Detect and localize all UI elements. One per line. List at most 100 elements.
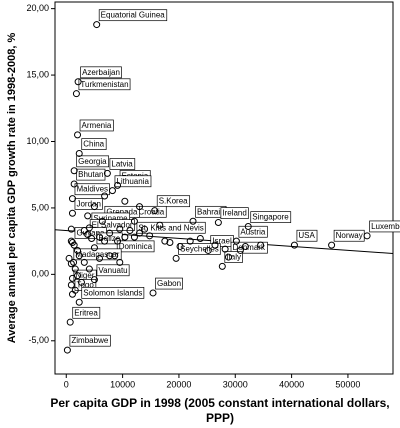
point-label: Madagascar — [75, 250, 119, 259]
point — [88, 234, 96, 242]
point — [108, 187, 116, 195]
point — [146, 232, 154, 240]
point-label-box — [80, 66, 122, 79]
point — [70, 241, 78, 249]
point — [166, 238, 174, 246]
point-label: Seychelles — [180, 245, 219, 254]
point-label-box — [116, 240, 155, 253]
point — [75, 298, 83, 306]
point-label: Eritrea — [74, 308, 98, 317]
point-label-box — [74, 198, 103, 210]
labels: Equatorial Guinea Azerbaijan Turkmenistan A… — [69, 9, 400, 347]
point — [90, 276, 98, 284]
point — [98, 217, 106, 225]
point — [68, 274, 76, 282]
point-label: El Salvador — [92, 221, 133, 230]
point — [77, 278, 85, 286]
point-label: Lithuania — [116, 177, 149, 186]
point — [225, 253, 233, 261]
point-label-box — [81, 138, 107, 150]
point-label: Georgia — [78, 157, 107, 166]
point — [90, 203, 98, 211]
point-label-box — [81, 287, 145, 299]
point-label: Jordan — [76, 199, 100, 208]
point-label: Equatorial Guinea — [101, 11, 166, 20]
point-label-box — [369, 220, 400, 233]
point — [290, 241, 298, 249]
point — [257, 241, 265, 249]
x-tick-label: 20000 — [166, 379, 191, 389]
point-label: Norway — [336, 231, 363, 240]
point — [66, 318, 74, 326]
point-label: Turkmenistan — [80, 80, 128, 89]
point — [68, 209, 76, 217]
point-label: Armenia — [82, 121, 112, 130]
point-label-box — [230, 241, 268, 254]
point — [71, 286, 79, 294]
point — [70, 167, 78, 175]
point — [114, 237, 122, 245]
point — [130, 217, 138, 225]
point — [161, 237, 169, 245]
point — [176, 242, 184, 250]
point — [101, 192, 109, 200]
point — [101, 237, 109, 245]
point — [204, 246, 212, 254]
x-tick-label: 0 — [64, 379, 69, 389]
point-label-box — [296, 229, 318, 242]
point — [121, 233, 129, 241]
point-label: China — [83, 140, 104, 149]
point-label: Italy — [226, 252, 241, 261]
point — [172, 254, 180, 262]
point — [211, 241, 219, 249]
y-tick-label: 5,00 — [31, 202, 49, 212]
y-tick-label: 0,00 — [31, 269, 49, 279]
point-label: Latvia — [111, 159, 133, 168]
point — [196, 234, 204, 242]
point — [136, 203, 143, 211]
point — [114, 181, 122, 189]
point — [103, 169, 111, 177]
point-label-box — [109, 158, 136, 170]
point — [328, 241, 336, 249]
point — [71, 265, 79, 273]
point — [68, 195, 76, 203]
point-label-box — [224, 251, 243, 263]
point — [84, 212, 92, 220]
point-label: Belize — [98, 234, 120, 243]
point-label: Bhutan — [78, 170, 103, 179]
point — [149, 289, 157, 297]
point-label: Vanuatu — [98, 266, 127, 275]
point-label-box — [69, 334, 111, 347]
point — [67, 281, 75, 289]
point — [106, 252, 114, 260]
point — [90, 244, 98, 252]
point — [70, 180, 78, 188]
point — [75, 252, 83, 260]
point-label-box — [114, 175, 152, 188]
point-label: Gabon — [157, 279, 181, 288]
point — [80, 258, 88, 266]
point — [106, 229, 114, 237]
point — [244, 223, 252, 231]
x-tick-label: 30000 — [223, 379, 248, 389]
point — [151, 207, 159, 215]
point — [74, 78, 82, 86]
point — [67, 225, 75, 233]
point — [63, 346, 71, 354]
point-label: Maldives — [76, 185, 108, 194]
y-tick-label: 15,00 — [26, 69, 49, 79]
point — [65, 254, 73, 262]
point-label: S.Korea — [159, 197, 188, 206]
point — [75, 149, 83, 157]
point — [72, 90, 80, 98]
point — [70, 258, 78, 266]
point-label: Dominica — [119, 242, 153, 251]
point-label-box — [156, 195, 191, 208]
point-label: Bahrain — [197, 207, 225, 216]
point-label-box — [220, 207, 249, 220]
point — [363, 232, 371, 240]
point-label: Ireland — [222, 209, 246, 218]
chart: Average annual per capita GDP growth rat… — [6, 1, 400, 389]
point — [84, 231, 92, 238]
